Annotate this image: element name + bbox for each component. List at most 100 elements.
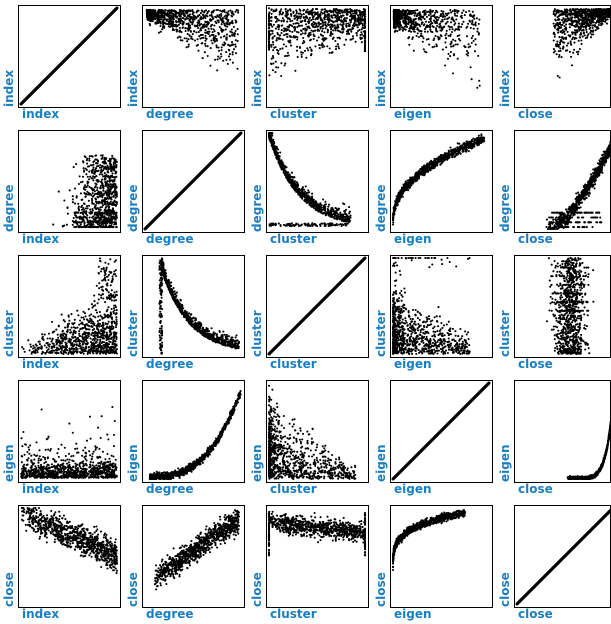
data-point: [172, 27, 175, 30]
data-point: [441, 20, 444, 23]
data-point: [289, 20, 292, 23]
data-point: [285, 16, 288, 19]
data-point: [168, 16, 171, 19]
data-point: [326, 29, 330, 32]
data-point: [199, 27, 202, 30]
data-point: [445, 46, 448, 49]
data-point: [421, 15, 424, 18]
data-point: [234, 43, 237, 46]
data-point: [63, 199, 66, 202]
data-point: [96, 162, 99, 165]
data-point: [165, 18, 169, 21]
data-point: [577, 20, 580, 23]
data-point: [275, 20, 278, 23]
data-point: [415, 34, 418, 38]
data-point: [351, 16, 354, 19]
data-point: [393, 30, 396, 33]
data-point: [101, 204, 105, 207]
data-point: [312, 29, 315, 33]
data-point: [408, 13, 411, 16]
data-point: [175, 30, 178, 33]
data-point: [89, 219, 92, 222]
data-point: [276, 17, 279, 21]
data-point: [439, 14, 442, 17]
data-point: [459, 15, 462, 18]
data-point: [407, 30, 410, 33]
data-point: [228, 35, 232, 38]
data-point: [171, 12, 174, 15]
y-axis-label: index: [126, 70, 140, 107]
data-point: [316, 39, 319, 42]
data-point: [180, 18, 183, 22]
data-point: [305, 16, 308, 19]
data-point: [197, 49, 200, 52]
data-point: [470, 37, 473, 40]
data-point: [83, 221, 86, 224]
data-point: [268, 20, 271, 23]
data-point: [112, 195, 115, 198]
data-point: [573, 25, 576, 28]
data-point: [295, 49, 299, 52]
data-point: [440, 27, 443, 30]
data-point: [220, 46, 223, 49]
data-point: [591, 30, 594, 33]
data-point: [336, 24, 339, 28]
data-point: [188, 27, 191, 31]
data-point: [80, 208, 84, 211]
x-axis-label: close: [518, 107, 553, 121]
data-point: [419, 25, 422, 28]
data-point: [98, 219, 101, 222]
data-point: [453, 10, 456, 13]
data-point: [94, 168, 97, 171]
data-point: [300, 51, 303, 54]
data-point: [150, 18, 153, 21]
data-point: [105, 205, 108, 208]
data-point: [191, 9, 194, 12]
data-point: [185, 22, 188, 25]
data-point: [596, 27, 599, 30]
data-point: [225, 37, 228, 40]
data-point: [110, 216, 113, 219]
data-point: [392, 17, 396, 21]
data-point: [225, 11, 228, 14]
data-point: [396, 30, 399, 33]
data-point: [571, 38, 574, 41]
data-point: [325, 15, 328, 18]
data-point: [94, 193, 97, 196]
data-point: [189, 30, 193, 33]
data-point: [589, 31, 592, 34]
data-point: [423, 50, 426, 53]
data-point: [560, 56, 563, 59]
data-point: [216, 19, 219, 22]
data-point: [404, 9, 407, 12]
data-point: [573, 48, 576, 51]
data-point: [358, 9, 361, 12]
data-point: [322, 24, 325, 27]
data-point: [577, 50, 580, 53]
data-point: [85, 173, 88, 176]
data-point: [210, 34, 213, 37]
data-point: [87, 181, 90, 184]
data-point: [467, 46, 470, 49]
data-point: [295, 45, 299, 48]
data-point: [156, 21, 159, 24]
data-point: [334, 48, 338, 51]
data-point: [101, 196, 104, 199]
data-point: [600, 11, 603, 14]
data-point: [472, 27, 475, 30]
data-point: [453, 20, 456, 23]
data-point: [307, 13, 311, 16]
data-point: [73, 202, 77, 205]
data-point: [604, 20, 607, 23]
y-axis-label: degree: [2, 184, 16, 232]
data-point: [108, 188, 111, 191]
data-point: [436, 11, 439, 14]
data-point: [284, 8, 287, 11]
data-point: [594, 21, 597, 25]
data-point: [236, 67, 239, 70]
data-point: [414, 21, 417, 24]
data-point: [457, 37, 461, 41]
data-point: [559, 49, 562, 52]
data-point: [234, 10, 237, 13]
data-point: [322, 21, 326, 24]
